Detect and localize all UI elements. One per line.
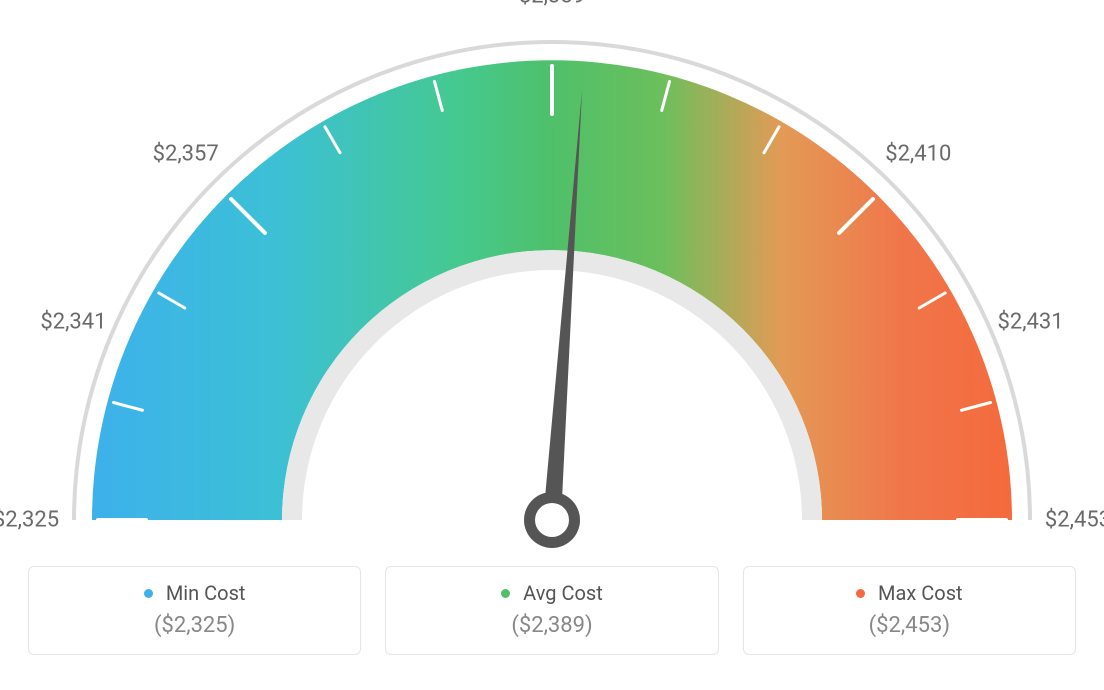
legend-min-label: Min Cost xyxy=(166,581,246,605)
legend-max-title: Max Cost xyxy=(762,581,1057,605)
dot-icon xyxy=(144,589,153,598)
gauge-tick-label: $2,341 xyxy=(40,309,106,334)
legend-avg-label: Avg Cost xyxy=(523,581,603,605)
cost-gauge: $2,325 $2,341 $2,357 $2,389 $2,410 $2,431 $2,4… xyxy=(0,0,1104,560)
gauge-svg xyxy=(0,0,1104,560)
legend-min-value: ($2,325) xyxy=(47,613,342,638)
legend-row: Min Cost ($2,325) Avg Cost ($2,389) Max … xyxy=(0,566,1104,655)
legend-max-label: Max Cost xyxy=(878,581,963,605)
gauge-tick-label: $2,357 xyxy=(153,141,219,166)
legend-max-card: Max Cost ($2,453) xyxy=(743,566,1076,655)
gauge-tick-label: $2,325 xyxy=(0,508,59,533)
gauge-tick-label: $2,410 xyxy=(885,141,951,166)
dot-icon xyxy=(856,589,865,598)
legend-avg-card: Avg Cost ($2,389) xyxy=(385,566,718,655)
gauge-tick-label: $2,431 xyxy=(997,309,1063,334)
legend-min-title: Min Cost xyxy=(47,581,342,605)
gauge-tick-label: $2,389 xyxy=(519,0,585,9)
legend-avg-title: Avg Cost xyxy=(404,581,699,605)
dot-icon xyxy=(501,589,510,598)
legend-avg-value: ($2,389) xyxy=(404,613,699,638)
gauge-tick-label: $2,453 xyxy=(1045,508,1104,533)
legend-max-value: ($2,453) xyxy=(762,613,1057,638)
legend-min-card: Min Cost ($2,325) xyxy=(28,566,361,655)
